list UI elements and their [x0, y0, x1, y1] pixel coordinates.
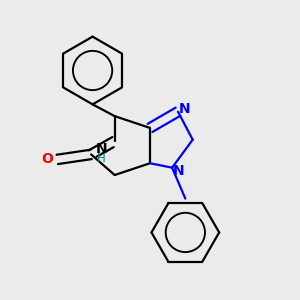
- Text: N: N: [173, 164, 184, 178]
- Text: N: N: [96, 142, 107, 156]
- Text: O: O: [41, 152, 53, 167]
- Text: N: N: [178, 102, 190, 116]
- Text: H: H: [97, 152, 106, 165]
